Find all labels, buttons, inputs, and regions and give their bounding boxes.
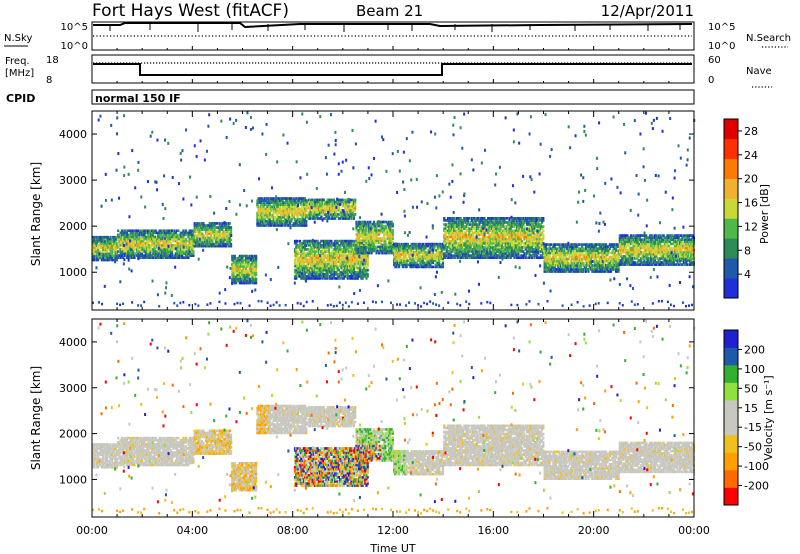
cpid-label: CPID	[6, 92, 35, 105]
power-cell	[354, 199, 356, 202]
power-cell	[384, 237, 386, 240]
power-cell	[234, 255, 236, 258]
power-cell	[216, 222, 218, 225]
power-cell	[324, 261, 326, 264]
power-cell	[476, 223, 478, 226]
nsky-label: N.Sky	[4, 33, 32, 44]
power-cell	[382, 225, 384, 228]
power-cell	[542, 229, 544, 232]
freq-unit-label: [MHz]	[5, 68, 34, 79]
power-cell	[117, 229, 119, 232]
freq-panel	[92, 55, 694, 83]
beam-title: Beam 21	[356, 2, 423, 20]
date-title: 12/Apr/2011	[601, 2, 694, 20]
nave-tick-high: 60	[708, 55, 721, 66]
freq-label: Freq.	[5, 56, 30, 67]
power-cell	[506, 217, 508, 220]
nsearch-label: N.Search	[746, 33, 791, 44]
power-cell	[542, 217, 544, 220]
station-title: Fort Hays West (fitACF)	[92, 1, 289, 21]
power-cell	[177, 229, 179, 232]
freq-line	[93, 64, 692, 75]
freq-tick-low: 8	[46, 75, 52, 86]
power-cell	[330, 240, 332, 243]
power-cell	[337, 240, 339, 243]
power-cell	[367, 273, 369, 276]
power-cell	[432, 266, 434, 269]
nsearch-tick-high: 10^5	[708, 22, 735, 33]
power-cell	[392, 229, 394, 232]
power-cell	[508, 217, 510, 220]
power-cell	[202, 235, 204, 238]
power-cell	[392, 223, 394, 226]
power-cell	[369, 221, 371, 224]
power-cell	[342, 199, 344, 202]
power-cell	[305, 220, 307, 223]
nave-tick-low: 0	[708, 75, 714, 86]
power-cell	[229, 222, 231, 225]
nsearch-tick-low: 10^0	[708, 41, 735, 52]
power-cell	[542, 225, 544, 228]
power-cell	[230, 239, 232, 242]
power-cell	[523, 225, 525, 228]
power-cell	[230, 243, 232, 246]
power-cell	[542, 234, 544, 237]
freq-tick-high: 18	[46, 55, 59, 66]
nsky-tick-high: 10^5	[61, 22, 88, 33]
power-plot-frame	[92, 111, 694, 310]
power-cell	[354, 213, 356, 216]
nsky-tick-low: 10^0	[61, 41, 88, 52]
power-cell	[451, 254, 453, 257]
nsky-line	[93, 23, 692, 27]
power-cell	[468, 217, 470, 220]
power-cell	[453, 217, 455, 220]
cpid-panel	[92, 90, 694, 104]
power-cell	[255, 278, 257, 281]
power-cell	[192, 250, 194, 253]
cpid-value: normal 150 IF	[95, 92, 181, 105]
power-cell	[219, 222, 221, 225]
power-cell	[296, 240, 298, 243]
power-cell	[230, 226, 232, 229]
power-cell	[255, 255, 257, 258]
power-cell	[110, 236, 112, 239]
power-cell	[367, 269, 369, 272]
nave-label: Nave	[746, 66, 772, 77]
